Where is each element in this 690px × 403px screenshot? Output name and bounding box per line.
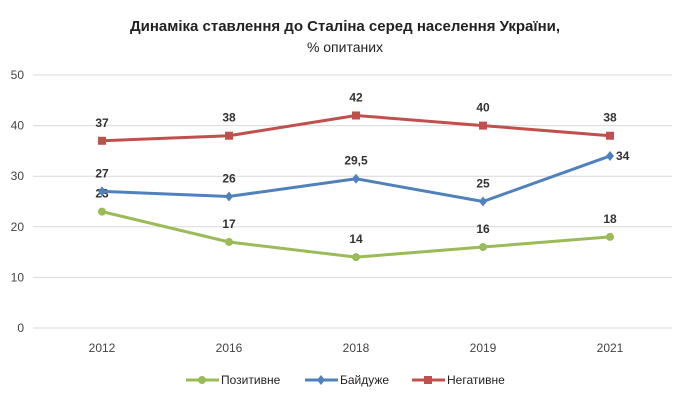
data-point bbox=[606, 150, 614, 161]
data-point bbox=[225, 131, 233, 140]
legend-marker bbox=[317, 375, 325, 385]
data-label: 16 bbox=[476, 222, 490, 236]
y-tick-label: 20 bbox=[11, 220, 25, 234]
legend-item-Негативне: Негативне bbox=[412, 373, 505, 387]
y-tick-label: 40 bbox=[11, 119, 25, 133]
data-point bbox=[352, 253, 360, 262]
legend-marker bbox=[424, 376, 432, 384]
data-label: 29,5 bbox=[344, 154, 368, 168]
x-tick-label: 2021 bbox=[597, 341, 624, 355]
x-tick-label: 2019 bbox=[470, 341, 497, 355]
data-label: 25 bbox=[476, 177, 490, 191]
data-label: 40 bbox=[476, 101, 490, 115]
data-label: 38 bbox=[222, 111, 236, 125]
data-point bbox=[98, 186, 106, 197]
y-tick-label: 10 bbox=[11, 270, 25, 284]
data-label: 26 bbox=[222, 171, 236, 185]
legend-label: Байдуже bbox=[340, 373, 389, 387]
chart-subtitle: % опитаних bbox=[307, 39, 383, 55]
data-label: 38 bbox=[603, 111, 617, 125]
data-label: 18 bbox=[603, 212, 617, 226]
data-label: 37 bbox=[95, 116, 109, 130]
legend-marker bbox=[198, 376, 206, 384]
legend-item-Байдуже: Байдуже bbox=[305, 373, 389, 387]
series-Байдуже: 27 26 29,5 25 34 bbox=[95, 149, 630, 207]
x-tick-label: 2016 bbox=[216, 341, 243, 355]
data-point bbox=[479, 243, 487, 252]
data-point bbox=[352, 111, 360, 120]
data-label: 27 bbox=[95, 166, 109, 180]
legend-label: Позитивне bbox=[221, 373, 281, 387]
data-label: 34 bbox=[616, 149, 630, 163]
data-point bbox=[479, 196, 487, 207]
data-label: 17 bbox=[222, 217, 236, 231]
data-point bbox=[606, 131, 614, 140]
series-Негативне: 37 38 42 40 38 bbox=[95, 90, 617, 145]
data-point bbox=[98, 136, 106, 145]
x-tick-label: 2012 bbox=[89, 341, 116, 355]
data-label: 42 bbox=[349, 90, 363, 104]
legend-item-Позитивне: Позитивне bbox=[186, 373, 281, 387]
series-Позитивне: 2317141618 bbox=[95, 187, 617, 262]
data-point bbox=[479, 121, 487, 130]
data-point bbox=[225, 237, 233, 246]
y-tick-label: 50 bbox=[11, 68, 25, 82]
data-point bbox=[352, 173, 360, 184]
data-point bbox=[606, 232, 614, 241]
data-point bbox=[225, 191, 233, 202]
y-tick-label: 0 bbox=[17, 321, 24, 335]
chart-title: Динаміка ставлення до Сталіна серед насе… bbox=[130, 18, 560, 35]
x-tick-label: 2018 bbox=[343, 341, 370, 355]
y-tick-label: 30 bbox=[11, 169, 25, 183]
data-label: 14 bbox=[349, 232, 363, 246]
legend-label: Негативне bbox=[447, 373, 505, 387]
data-point bbox=[98, 207, 106, 216]
